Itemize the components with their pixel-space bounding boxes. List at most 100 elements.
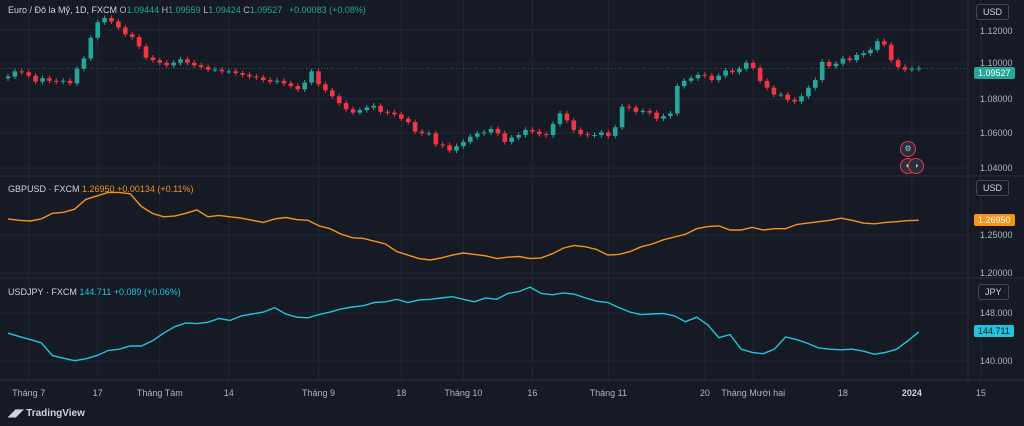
x-tick-label: 15: [975, 388, 986, 398]
candle-body: [895, 60, 901, 68]
gbp-currency-button[interactable]: USD: [976, 180, 1010, 196]
open-value: 1.09444: [126, 5, 160, 15]
candle-body: [681, 80, 687, 86]
candle-body: [654, 112, 659, 119]
candle-body: [440, 144, 445, 146]
candle-body: [336, 96, 342, 104]
candle-body: [60, 80, 66, 82]
candle-body: [557, 113, 563, 124]
candle-body: [247, 74, 252, 77]
candle-body: [564, 113, 570, 121]
main-currency-button[interactable]: USD: [976, 4, 1010, 20]
candle-body: [426, 133, 432, 135]
main-symbol[interactable]: Euro / Đô la Mỹ, 1D, FXCM: [8, 5, 118, 15]
candle-body: [612, 127, 618, 136]
candle-body: [192, 62, 197, 66]
candle-body: [819, 61, 825, 80]
candle-body: [757, 67, 763, 81]
candle-body: [530, 129, 535, 132]
candle-body: [350, 109, 356, 113]
pane-separators: [0, 0, 1024, 381]
y-tick: 1.10000: [980, 58, 1013, 68]
jpy-currency-button[interactable]: JPY: [978, 284, 1009, 300]
candle-body: [709, 75, 715, 80]
low-label: L: [203, 5, 209, 15]
x-tick-label: Tháng 7: [12, 388, 46, 398]
candle-body: [178, 59, 183, 63]
candle-body: [261, 77, 266, 80]
candle-body: [606, 132, 611, 136]
x-tick-label: Tháng Mười hai: [721, 388, 786, 398]
candle-body: [854, 55, 859, 61]
high-label: H: [161, 5, 169, 15]
candle-body: [902, 67, 908, 70]
candle-body: [806, 87, 811, 97]
y-tick: 1.04000: [980, 163, 1013, 173]
gbpusd-line: [7, 191, 919, 261]
y-tick: 140.000: [980, 356, 1013, 366]
candle-body: [95, 22, 100, 38]
candle-body: [882, 41, 887, 45]
candle-body: [599, 132, 604, 136]
candle-body: [392, 112, 397, 115]
candle-body: [833, 63, 839, 67]
candle-body: [330, 90, 335, 97]
candle-body: [633, 107, 639, 112]
x-tick-label: Tháng 9: [301, 388, 336, 398]
high-value: 1.09559: [168, 5, 201, 15]
candle-body: [888, 44, 894, 61]
candle-body: [74, 68, 80, 84]
candle-body: [619, 106, 625, 128]
candle-body: [495, 128, 501, 134]
gbp-price-tag: 1.26950: [974, 214, 1015, 226]
candle-body: [116, 21, 121, 28]
candle-body: [226, 71, 232, 73]
x-tick-label: Tháng Tám: [136, 388, 183, 398]
eurusd-candles: [0, 15, 968, 154]
main-legend: Euro / Đô la Mỹ, 1D, FXCM O1.09444 H1.09…: [8, 5, 366, 15]
candle-body: [54, 80, 59, 82]
candle-body: [185, 59, 190, 63]
candle-body: [799, 96, 804, 102]
event-marker-icon[interactable]: ⚙: [900, 141, 916, 157]
candle-body: [33, 75, 38, 82]
candle-body: [302, 82, 307, 90]
candle-body: [399, 114, 404, 119]
jpy-symbol[interactable]: USDJPY · FXCM: [8, 287, 77, 297]
candle-body: [778, 94, 784, 96]
gbp-value: 1.26950: [82, 184, 115, 194]
candle-body: [212, 69, 218, 71]
candle-body: [109, 18, 114, 22]
candle-body: [661, 116, 666, 119]
candle-body: [792, 99, 797, 102]
candle-body: [537, 131, 542, 135]
tradingview-logo[interactable]: ◢◤ TradingView: [8, 408, 85, 419]
candle-body: [481, 132, 487, 134]
candle-body: [205, 67, 211, 70]
usdjpy-line: [7, 286, 920, 362]
candle-body: [454, 146, 459, 151]
dividend-event-icon[interactable]: ◑: [908, 158, 924, 174]
candle-body: [647, 110, 652, 113]
candle-body: [164, 62, 169, 66]
candle-body: [523, 129, 528, 136]
x-tick-label: 16: [527, 388, 538, 398]
candle-body: [840, 58, 846, 64]
candle-body: [136, 36, 142, 47]
jpy-change: +0.089 (+0.06%): [113, 287, 181, 297]
candle-body: [171, 62, 176, 66]
x-tick-label: 20: [699, 388, 710, 398]
candle-body: [357, 110, 363, 113]
candle-body: [461, 141, 466, 147]
change-value: +0.00083 (+0.08%): [288, 5, 366, 15]
gbp-symbol[interactable]: GBPUSD · FXCM: [8, 184, 80, 194]
candle-body: [47, 78, 52, 81]
candle-body: [405, 118, 411, 123]
candle-body: [102, 18, 107, 23]
candle-body: [640, 110, 646, 112]
candle-body: [143, 46, 149, 58]
candle-body: [875, 41, 880, 50]
y-tick: 1.20000: [980, 268, 1013, 278]
candle-body: [12, 71, 18, 77]
